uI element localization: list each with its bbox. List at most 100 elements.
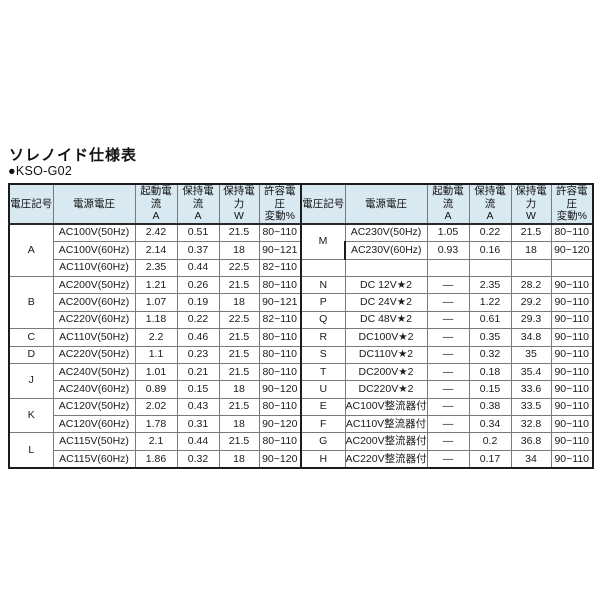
table-row: AC240V(60Hz) 0.89 0.15 18 90~120 U DC220V★2—0.… (9, 380, 594, 399)
inrush-current-cell: — (426, 345, 470, 364)
holding-current-cell: 2.35 (468, 275, 512, 295)
header-unit: A (486, 210, 494, 223)
voltage-tolerance-cell: 90~110 (550, 449, 594, 469)
holding-power-cell: 22.5 (218, 310, 260, 330)
spec-table-head: 電圧記号 電源電圧 起動電流 A 保持電流 A 保持電力 W 許容電圧 変動% 電圧記号 電源電圧 起動… (8, 183, 594, 225)
holding-power-cell (510, 258, 552, 277)
inrush-current-cell: 2.42 (134, 223, 178, 243)
holding-current-cell: 0.19 (176, 293, 220, 312)
table-row: J AC240V(50Hz) 1.01 0.21 21.5 80~110 T DC200V★2… (8, 362, 594, 399)
supply-voltage-cell: AC110V(60Hz) (52, 258, 136, 277)
holding-current-cell: 1.22 (468, 293, 512, 312)
inrush-current-cell: — (426, 380, 470, 399)
holding-current-cell: 0.17 (468, 449, 512, 469)
supply-voltage-cell: AC110V(50Hz) (52, 328, 136, 347)
holding-current-cell: 0.15 (176, 380, 220, 399)
supply-voltage-cell: DC110V★2 (344, 345, 428, 364)
table-row: AC120V(60Hz) 1.78 0.31 18 90~120 F AC110V整流器付 —… (9, 415, 594, 434)
holding-current-cell: 0.44 (176, 258, 220, 277)
holding-current-cell: 0.46 (176, 328, 220, 347)
supply-voltage-cell: AC220V(60Hz) (52, 310, 136, 330)
voltage-tolerance-cell: 90~110 (550, 328, 594, 347)
voltage-symbol-cell: B (8, 275, 54, 330)
voltage-tolerance-cell: 90~110 (550, 415, 594, 434)
holding-current-cell: 0.43 (176, 397, 220, 417)
inrush-current-cell: 1.01 (134, 362, 178, 382)
inrush-current-cell: 1.1 (134, 345, 178, 364)
holding-power-cell: 21.5 (218, 275, 260, 295)
holding-power-cell: 21.5 (218, 362, 260, 382)
holding-power-cell: 29.2 (510, 293, 552, 312)
holding-power-cell: 21.5 (218, 345, 260, 364)
holding-current-cell: 0.18 (468, 362, 512, 382)
voltage-tolerance-cell: 90~120 (258, 380, 302, 399)
voltage-symbol-cell: K (8, 397, 54, 434)
table-row: K AC120V(50Hz) 2.02 0.43 21.5 80~110 E AC100V整流… (8, 397, 594, 434)
holding-current-cell: 0.23 (176, 345, 220, 364)
inrush-current-cell: 2.35 (134, 258, 178, 277)
supply-voltage-cell: AC220V整流器付 (344, 449, 428, 469)
header-line: 許容電圧 (556, 185, 588, 210)
voltage-symbol-cell: A (8, 223, 54, 277)
spec-table-body: A AC100V(50Hz) 2.42 0.51 21.5 80~110 M AC230V(5… (8, 223, 594, 469)
header-row: 電圧記号 電源電圧 起動電流 A 保持電流 A 保持電力 W 許容電圧 変動% 電圧記号 電源電圧 起動… (8, 183, 594, 225)
inrush-current-cell: — (426, 275, 470, 295)
holding-power-cell: 18 (218, 380, 260, 399)
supply-voltage-cell: DC 12V★2 (344, 275, 428, 295)
voltage-tolerance-cell: 90~120 (258, 449, 302, 469)
holding-current-cell: 0.32 (468, 345, 512, 364)
holding-power-cell: 34.8 (510, 328, 552, 347)
voltage-symbol-cell: L (8, 432, 54, 469)
supply-voltage-cell: AC100V(50Hz) (52, 223, 136, 243)
voltage-symbol-cell: C (8, 328, 54, 347)
holding-current-cell: 0.22 (468, 223, 512, 243)
voltage-tolerance-cell: 90~110 (550, 293, 594, 312)
voltage-symbol-header: 電圧記号 (8, 183, 54, 225)
inrush-current-cell: 1.21 (134, 275, 178, 295)
table-row: AC110V(60Hz) 2.35 0.44 22.5 82~110 (9, 258, 594, 277)
page-title: ソレノイド仕様表 (9, 147, 138, 164)
holding-current-cell: 0.38 (468, 397, 512, 417)
voltage-tolerance-cell: 80~110 (258, 345, 302, 364)
supply-voltage-cell: DC220V★2 (344, 380, 428, 399)
supply-voltage-cell: AC240V(50Hz) (52, 362, 136, 382)
header-line: 保持電力 (515, 185, 547, 210)
supply-voltage-cell: AC230V(50Hz) (344, 223, 428, 243)
inrush-current-cell: — (426, 328, 470, 347)
supply-voltage-cell: AC100V(60Hz) (52, 241, 136, 260)
holding-power-cell: 35.4 (510, 362, 552, 382)
voltage-tolerance-cell: 80~110 (258, 328, 302, 347)
voltage-symbol-cell: R (300, 328, 346, 347)
voltage-symbol-cell: E (300, 397, 346, 417)
holding-power-cell: 22.5 (218, 258, 260, 277)
header-line: 保持電力 (223, 185, 255, 210)
header-line: 保持電流 (474, 185, 506, 210)
solenoid-spec-table: 電圧記号 電源電圧 起動電流 A 保持電流 A 保持電力 W 許容電圧 変動% 電圧記号 電源電圧 起動… (8, 183, 594, 470)
header-unit: W (234, 210, 244, 223)
inrush-current-cell: 1.07 (134, 293, 178, 312)
inrush-current-cell: 2.1 (134, 432, 178, 451)
header-line: 起動電流 (140, 185, 172, 210)
voltage-symbol-cell: M (300, 223, 346, 260)
voltage-symbol-cell: J (8, 362, 54, 399)
inrush-current-cell: 0.93 (426, 241, 470, 260)
supply-voltage-cell: AC120V(50Hz) (52, 397, 136, 417)
voltage-tolerance-cell: 82~110 (258, 258, 302, 277)
voltage-tolerance-cell: 90~110 (550, 397, 594, 417)
inrush-current-cell: 2.14 (134, 241, 178, 260)
holding-current-cell: 0.44 (176, 432, 220, 451)
supply-voltage-cell: AC200V(60Hz) (52, 293, 136, 312)
voltage-tolerance-cell: 80~110 (550, 223, 594, 243)
inrush-current-cell (426, 258, 470, 277)
inrush-current-cell: 1.05 (426, 223, 470, 243)
inrush-current-cell: — (426, 449, 470, 469)
holding-current-cell: 0.2 (468, 432, 512, 451)
holding-current-cell: 0.61 (468, 310, 512, 330)
supply-voltage-header: 電源電圧 (52, 183, 136, 225)
supply-voltage-cell: AC115V(50Hz) (52, 432, 136, 451)
header-unit: W (526, 210, 536, 223)
holding-current-cell: 0.35 (468, 328, 512, 347)
holding-power-cell: 34 (510, 449, 552, 469)
inrush-current-cell: — (426, 397, 470, 417)
